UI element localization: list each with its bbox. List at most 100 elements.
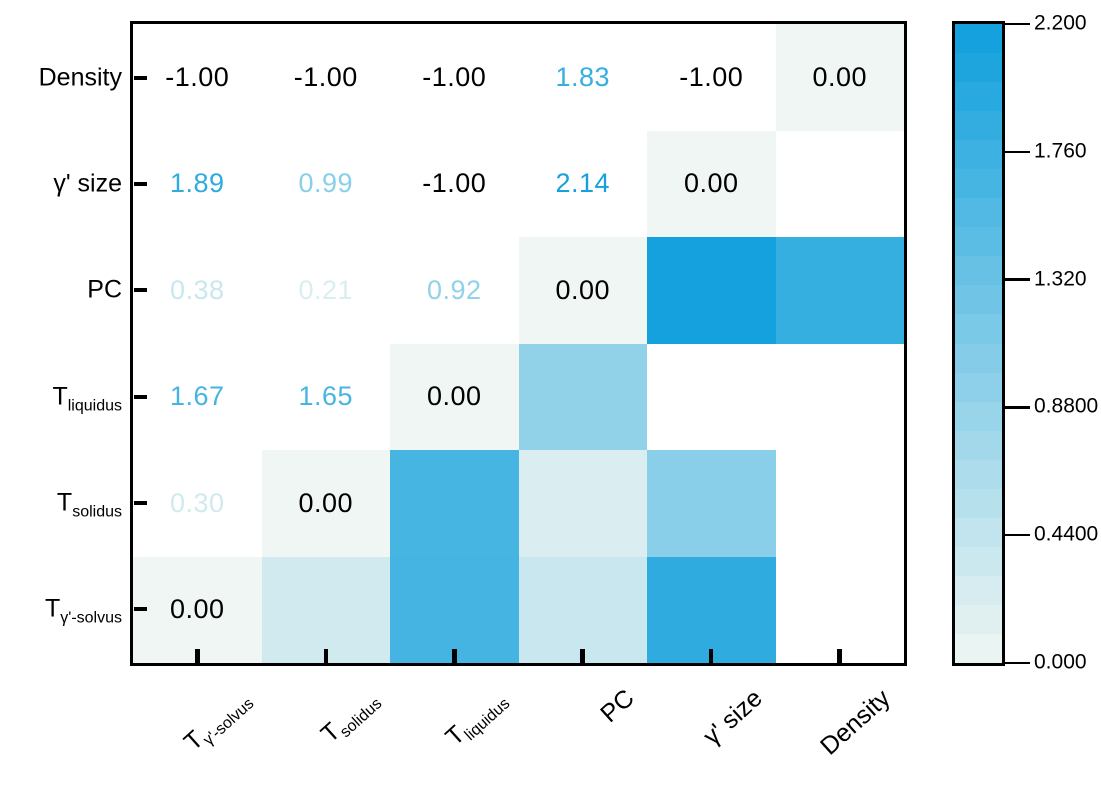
cell-value-label: 1.83 <box>555 61 611 92</box>
heatmap-cell: 1.89 <box>133 130 262 237</box>
colorbar-tick-label: 1.760 <box>1034 139 1087 163</box>
cell-value-label: 1.67 <box>169 381 225 412</box>
colorbar-step <box>955 401 1002 431</box>
colorbar-tick-label: 0.000 <box>1034 650 1087 674</box>
colorbar-step <box>955 430 1002 460</box>
colorbar-step <box>955 140 1002 170</box>
colorbar-step <box>955 82 1002 112</box>
heatmap-cell <box>775 130 904 237</box>
colorbar-step <box>955 517 1002 547</box>
y-axis-tick <box>133 607 147 612</box>
cell-value-label: -1.00 <box>165 61 230 92</box>
colorbar-step <box>955 372 1002 402</box>
cell-value-label: 0.00 <box>426 381 482 412</box>
colorbar <box>952 21 1005 666</box>
heatmap-cell: 0.38 <box>133 237 262 344</box>
y-axis-label: Tγ'-solvus <box>44 594 122 627</box>
heatmap-cell <box>390 556 519 663</box>
cell-value-label: -1.00 <box>422 61 487 92</box>
colorbar-tick-label: 0.8800 <box>1034 394 1099 418</box>
heatmap-cell: -1.00 <box>390 24 519 131</box>
colorbar-step <box>955 198 1002 228</box>
heatmap-cell: 0.21 <box>261 237 390 344</box>
colorbar-tick <box>1005 406 1030 409</box>
heatmap-cell <box>261 556 390 663</box>
heatmap-cell: -1.00 <box>261 24 390 131</box>
heatmap-cell: 0.00 <box>647 130 776 237</box>
heatmap-cell <box>775 450 904 557</box>
x-axis-label: Tγ'-solvus <box>178 695 258 757</box>
y-axis-tick <box>133 394 147 399</box>
cell-value-label: -1.00 <box>679 61 744 92</box>
colorbar-tick <box>1005 22 1030 26</box>
cell-value-label: 0.30 <box>169 487 225 518</box>
colorbar-step <box>955 488 1002 518</box>
heatmap-cell <box>518 343 647 450</box>
heatmap-grid: -1.00 -1.00 -1.00 1.83 -1.00 0.00 1.89 0.99 -1.0… <box>133 24 904 663</box>
colorbar-step <box>955 111 1002 141</box>
colorbar-step <box>955 575 1002 605</box>
heatmap-cell: 0.92 <box>390 237 519 344</box>
heatmap-cell <box>518 450 647 557</box>
heatmap-cell: 0.00 <box>390 343 519 450</box>
y-axis-label: Density <box>38 63 122 92</box>
cell-value-label: 0.00 <box>812 61 868 92</box>
heatmap-cell <box>647 556 776 663</box>
cell-value-label: 2.14 <box>555 168 611 199</box>
heatmap-cell <box>775 343 904 450</box>
colorbar-step <box>955 604 1002 634</box>
heatmap-cell: -1.00 <box>390 130 519 237</box>
cell-value-label: 0.00 <box>169 594 225 625</box>
colorbar-tick <box>1005 278 1030 281</box>
colorbar-step <box>955 227 1002 257</box>
cell-value-label: 0.92 <box>426 274 482 305</box>
y-axis-label: Tliquidus <box>52 382 122 415</box>
heatmap-cell <box>518 556 647 663</box>
cell-value-label: -1.00 <box>293 61 358 92</box>
x-axis-tick <box>837 648 842 663</box>
heatmap-cell <box>775 237 904 344</box>
y-axis-label: Tsolidus <box>56 488 122 521</box>
heatmap-cell <box>390 450 519 557</box>
heatmap-cell <box>647 343 776 450</box>
colorbar-step <box>955 285 1002 315</box>
y-axis-tick <box>133 288 147 293</box>
colorbar-tick <box>1005 661 1030 665</box>
y-axis-label: γ' size <box>53 169 122 198</box>
cell-value-label: 1.65 <box>298 381 354 412</box>
heatmap-cell: 0.30 <box>133 450 262 557</box>
cell-value-label: 0.00 <box>683 168 739 199</box>
x-axis-tick <box>452 648 457 663</box>
y-axis-tick <box>133 75 147 80</box>
colorbar-step <box>955 633 1002 664</box>
colorbar-step <box>955 169 1002 199</box>
cell-value-label: -1.00 <box>422 168 487 199</box>
heatmap-cell: 0.00 <box>775 24 904 131</box>
heatmap-cell: 0.99 <box>261 130 390 237</box>
colorbar-tick-label: 1.320 <box>1034 267 1087 291</box>
y-axis-tick <box>133 501 147 505</box>
cell-value-label: 1.89 <box>169 168 225 199</box>
heatmap-cell: 1.67 <box>133 343 262 450</box>
colorbar-tick-label: 0.4400 <box>1034 522 1099 546</box>
colorbar-step <box>955 343 1002 373</box>
colorbar-step <box>955 24 1002 54</box>
x-axis-tick <box>708 648 714 663</box>
colorbar-step <box>955 256 1002 286</box>
heatmap-cell: 0.00 <box>518 237 647 344</box>
colorbar-tick <box>1005 150 1030 154</box>
heatmap-cell <box>775 556 904 663</box>
heatmap-cell: 2.14 <box>518 130 647 237</box>
heatmap-cell: 0.00 <box>133 556 262 663</box>
heatmap-cell: 1.65 <box>261 343 390 450</box>
cell-value-label: 0.00 <box>298 487 354 518</box>
colorbar-tick-label: 2.200 <box>1034 11 1087 35</box>
x-axis-tick <box>195 648 200 663</box>
y-axis-tick <box>133 182 147 186</box>
cell-value-label: 0.21 <box>298 274 354 305</box>
heatmap-cell: 0.00 <box>261 450 390 557</box>
colorbar-step <box>955 459 1002 489</box>
heatmap-plot-area: -1.00 -1.00 -1.00 1.83 -1.00 0.00 1.89 0.99 -1.0… <box>130 21 907 666</box>
heatmap-cell: -1.00 <box>647 24 776 131</box>
